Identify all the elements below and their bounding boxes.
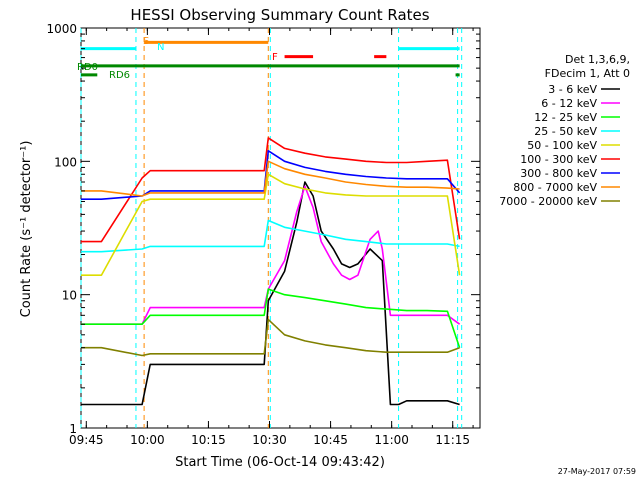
legend-label: 7000 - 20000 keV — [499, 195, 597, 208]
x-tick-label: 11:00 — [374, 433, 409, 447]
legend-label: 50 - 100 keV — [527, 139, 597, 152]
y-tick-label: 100 — [54, 155, 77, 169]
series-line-8 — [81, 318, 460, 357]
legend-label: 3 - 6 keV — [548, 83, 597, 96]
legend-label: 6 - 12 keV — [541, 97, 597, 110]
flag-label-rd6: RD6 — [109, 70, 130, 81]
series-line-3 — [81, 219, 460, 253]
legend-header-line: Det 1,3,6,9, — [565, 53, 630, 66]
flag-label-f: F — [272, 52, 278, 63]
flag-label-s: S — [143, 36, 149, 47]
y-tick-label: 1000 — [46, 22, 77, 36]
legend-label: 12 - 25 keV — [534, 111, 597, 124]
x-tick-label: 09:45 — [69, 433, 104, 447]
x-axis: 09:45 10:00 10:15 10:30 10:45 11:00 11:15 — [69, 28, 474, 447]
series-line-4 — [81, 173, 461, 277]
x-tick-label: 11:15 — [435, 433, 470, 447]
series-line-2 — [81, 288, 461, 348]
series-line-7 — [81, 160, 460, 197]
footer-date: 27-May-2017 07:59 — [558, 467, 636, 476]
plot-frame — [80, 27, 481, 429]
x-tick-label: 10:15 — [191, 433, 226, 447]
y-axis: 1 10 100 1000 — [46, 22, 480, 436]
x-tick-label: 10:30 — [252, 433, 287, 447]
x-tick-label: 10:45 — [313, 433, 348, 447]
x-tick-label: 10:00 — [130, 433, 165, 447]
x-axis-label: Start Time (06-Oct-14 09:43:42) — [175, 455, 385, 470]
legend-label: 800 - 7000 keV — [513, 181, 597, 194]
legend-label: 300 - 800 keV — [520, 167, 597, 180]
series-line-1 — [81, 185, 461, 326]
legend-label: 100 - 300 keV — [520, 153, 597, 166]
y-tick-label: 10 — [62, 289, 77, 303]
chart-title: HESSI Observing Summary Count Rates — [130, 6, 429, 24]
y-axis-label: Count Rate (s⁻¹ detector⁻¹) — [19, 141, 34, 318]
plot-area: SN F RD0 RD6 — [77, 27, 481, 429]
legend-label: 25 - 50 keV — [534, 125, 597, 138]
series-line-6 — [81, 150, 461, 200]
flag-label-rd0: RD0 — [77, 62, 98, 73]
series-line-0 — [81, 181, 460, 406]
series-line-5 — [81, 137, 461, 243]
y-tick-label: 1 — [69, 422, 77, 436]
legend-header-line: FDecim 1, Att 0 — [545, 67, 630, 80]
flag-label-n: N — [157, 42, 164, 53]
